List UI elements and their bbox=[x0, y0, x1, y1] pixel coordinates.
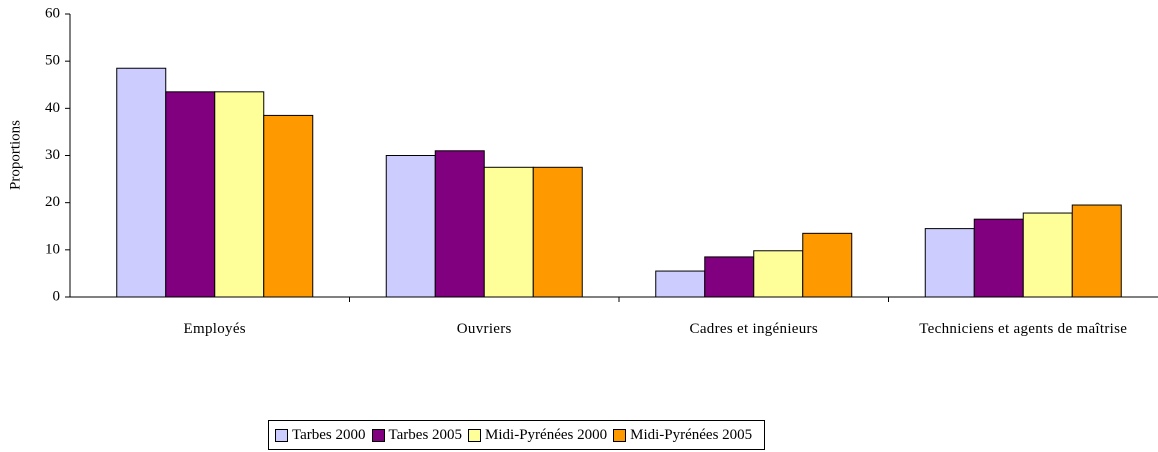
legend-swatch bbox=[371, 428, 385, 442]
legend: Tarbes 2000 Tarbes 2005 Midi-Pyrénées 2000… bbox=[268, 420, 766, 450]
x-tick-label: Employés bbox=[183, 321, 246, 337]
x-tick-label: Techniciens et agents de maîtrise bbox=[919, 321, 1128, 337]
bar bbox=[434, 150, 485, 298]
legend-item: Midi-Pyrénées 2005 bbox=[613, 427, 752, 444]
legend-label: Tarbes 2005 bbox=[388, 426, 463, 443]
bar bbox=[704, 256, 755, 298]
legend-label: Midi-Pyrénées 2000 bbox=[485, 426, 608, 443]
y-tick-label: 0 bbox=[53, 288, 61, 304]
y-tick-label: 30 bbox=[45, 147, 60, 163]
legend-swatch bbox=[275, 428, 288, 442]
y-tick-label: 20 bbox=[45, 194, 60, 210]
bar bbox=[1022, 212, 1073, 298]
bar bbox=[655, 270, 706, 298]
x-tick-label: Cadres et ingénieurs bbox=[689, 321, 818, 337]
legend-label: Tarbes 2000 bbox=[292, 426, 366, 443]
legend-swatch bbox=[613, 428, 627, 442]
bar bbox=[214, 91, 265, 298]
legend-label: Midi-Pyrénées 2005 bbox=[630, 426, 753, 443]
bar bbox=[116, 67, 167, 298]
legend-swatch bbox=[468, 428, 482, 442]
y-tick-label: 50 bbox=[45, 53, 60, 69]
bar bbox=[263, 114, 314, 298]
y-axis-label: Proportions bbox=[7, 120, 23, 190]
bar bbox=[753, 250, 804, 298]
bar bbox=[532, 166, 583, 298]
bar bbox=[483, 166, 534, 298]
x-tick-label: Ouvriers bbox=[456, 321, 512, 337]
bar bbox=[165, 91, 216, 298]
bar bbox=[1071, 204, 1122, 298]
y-tick-label: 10 bbox=[45, 241, 60, 257]
bar bbox=[802, 232, 853, 298]
bar bbox=[385, 155, 436, 298]
legend-item: Midi-Pyrénées 2000 bbox=[468, 427, 607, 444]
legend-item: Tarbes 2005 bbox=[371, 426, 463, 444]
legend-item: Tarbes 2000 bbox=[275, 427, 366, 444]
y-tick-label: 40 bbox=[45, 100, 60, 116]
y-tick-label: 60 bbox=[45, 5, 60, 21]
bar bbox=[924, 228, 975, 298]
bar bbox=[973, 218, 1024, 298]
